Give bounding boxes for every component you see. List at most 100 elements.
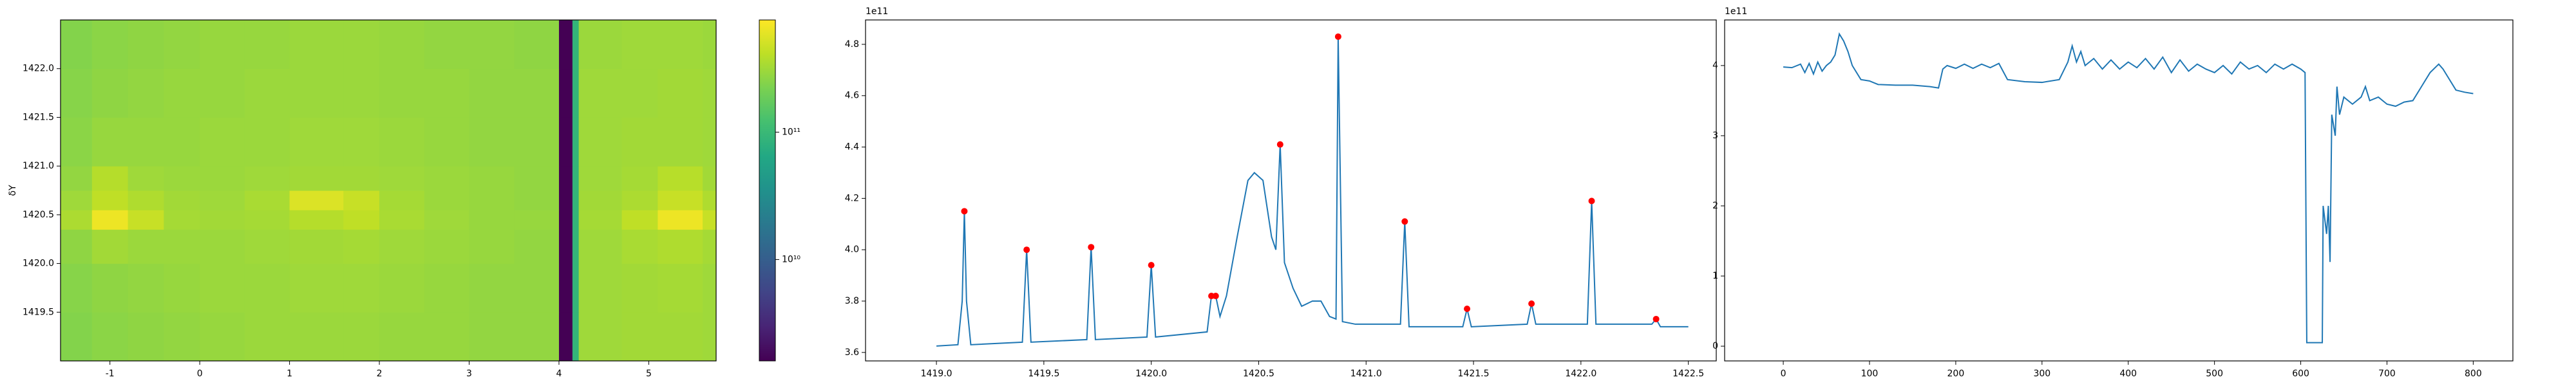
x-tick-label: 0 xyxy=(1781,369,1786,379)
line-series xyxy=(1783,32,2474,344)
heatmap-cell xyxy=(658,20,703,69)
peak-marker xyxy=(1528,300,1535,308)
heatmap-cell xyxy=(578,117,623,167)
heatmap-cell xyxy=(244,229,290,264)
heatmap-cell xyxy=(514,263,560,313)
heatmap-cell xyxy=(379,190,425,210)
axis-offset-text: 1e11 xyxy=(866,6,888,17)
heatmap-cell xyxy=(658,229,703,264)
heatmap-cell xyxy=(91,263,129,313)
heatmap-cell xyxy=(572,210,580,230)
heatmap-cell xyxy=(289,20,344,69)
y-tick-label: 3.6 xyxy=(845,347,859,358)
heatmap-cell xyxy=(91,312,129,362)
heatmap-cell xyxy=(128,229,164,264)
heatmap-cell xyxy=(703,68,717,118)
heatmap-cell xyxy=(558,263,573,313)
heatmap-cell xyxy=(91,166,129,191)
heatmap-cell xyxy=(621,68,658,118)
heatmap-cell xyxy=(164,210,200,230)
y-tick-label: 4.2 xyxy=(845,193,859,203)
heatmap-cell xyxy=(621,263,658,313)
x-tick-label: 2 xyxy=(377,369,383,379)
heatmap-cell xyxy=(658,263,703,313)
heatmap-cell xyxy=(289,263,344,313)
y-tick-label: 1 xyxy=(1712,271,1718,281)
heatmap-cell xyxy=(558,68,573,118)
heatmap-cell xyxy=(658,68,703,118)
heatmap-cell xyxy=(469,312,515,362)
heatmap-cell xyxy=(289,229,344,264)
heatmap-cell xyxy=(200,210,245,230)
x-tick-label: 100 xyxy=(1861,369,1879,379)
y-tick-label: 4 xyxy=(1712,60,1718,71)
heatmap-cell xyxy=(379,312,425,362)
peak-marker xyxy=(1023,246,1030,253)
heatmap-cell xyxy=(578,229,623,264)
heatmap-cell xyxy=(244,210,290,230)
heatmap-cell xyxy=(424,263,470,313)
heatmap-cell xyxy=(572,166,580,191)
heatmap-cell xyxy=(128,190,164,210)
heatmap-cell xyxy=(379,68,425,118)
peak-marker xyxy=(1212,293,1219,300)
heatmap-cell xyxy=(91,190,129,210)
heatmap-cell xyxy=(621,166,658,191)
heatmap-cell xyxy=(61,312,93,362)
x-tick-label: 400 xyxy=(2119,369,2137,379)
x-tick-label: 0 xyxy=(197,369,203,379)
heatmap-cell xyxy=(164,117,200,167)
heatmap-cell xyxy=(379,263,425,313)
heatmap-cell xyxy=(703,20,717,69)
y-axis-label: δY xyxy=(8,185,18,196)
heatmap-cell xyxy=(572,68,580,118)
heatmap-cell xyxy=(658,312,703,362)
heatmap-cell xyxy=(572,20,580,69)
heatmap-cell xyxy=(343,190,380,210)
heatmap-cell xyxy=(164,312,200,362)
y-tick-label: 3 xyxy=(1712,131,1718,141)
heatmap-cell xyxy=(91,117,129,167)
heatmap-cell xyxy=(514,68,560,118)
heatmap-cell xyxy=(514,166,560,191)
x-tick-label: 1420.0 xyxy=(1135,369,1167,379)
heatmap-cell xyxy=(469,20,515,69)
heatmap-cell xyxy=(514,190,560,210)
heatmap-cell xyxy=(469,117,515,167)
x-tick-label: 1422.5 xyxy=(1672,369,1704,379)
heatmap-cell xyxy=(558,20,573,69)
peak-marker xyxy=(1653,315,1660,322)
peak-marker xyxy=(1334,33,1341,40)
axes-frame xyxy=(865,19,1717,362)
heatmap-cell xyxy=(200,312,245,362)
heatmap-cell xyxy=(469,166,515,191)
y-tick-label: 1420.0 xyxy=(23,259,54,269)
heatmap-cell xyxy=(91,229,129,264)
y-tick-label: 1421.0 xyxy=(23,161,54,171)
x-tick-label: 600 xyxy=(2292,369,2309,379)
heatmap-cell xyxy=(469,229,515,264)
heatmap-cell xyxy=(621,312,658,362)
heatmap-cell xyxy=(424,312,470,362)
heatmap-cell xyxy=(621,20,658,69)
colorbar-tick-label: 10¹¹ xyxy=(782,127,800,137)
heatmap-cell xyxy=(703,166,717,191)
plot-area xyxy=(866,20,1716,361)
peak-marker xyxy=(1401,218,1408,225)
heatmap-cell xyxy=(578,190,623,210)
heatmap-cell xyxy=(343,166,380,191)
heatmap-cell xyxy=(514,20,560,69)
heatmap-cell xyxy=(703,117,717,167)
heatmap-cell xyxy=(621,117,658,167)
heatmap-cell xyxy=(558,166,573,191)
heatmap-cell xyxy=(703,263,717,313)
y-tick-label: 4.4 xyxy=(845,142,859,152)
heatmap-cell xyxy=(164,263,200,313)
peak-marker xyxy=(1276,141,1283,148)
heatmap-cell xyxy=(289,68,344,118)
heatmap-cell xyxy=(164,166,200,191)
y-tick-label: 2 xyxy=(1712,201,1718,211)
heatmap-cell xyxy=(379,229,425,264)
